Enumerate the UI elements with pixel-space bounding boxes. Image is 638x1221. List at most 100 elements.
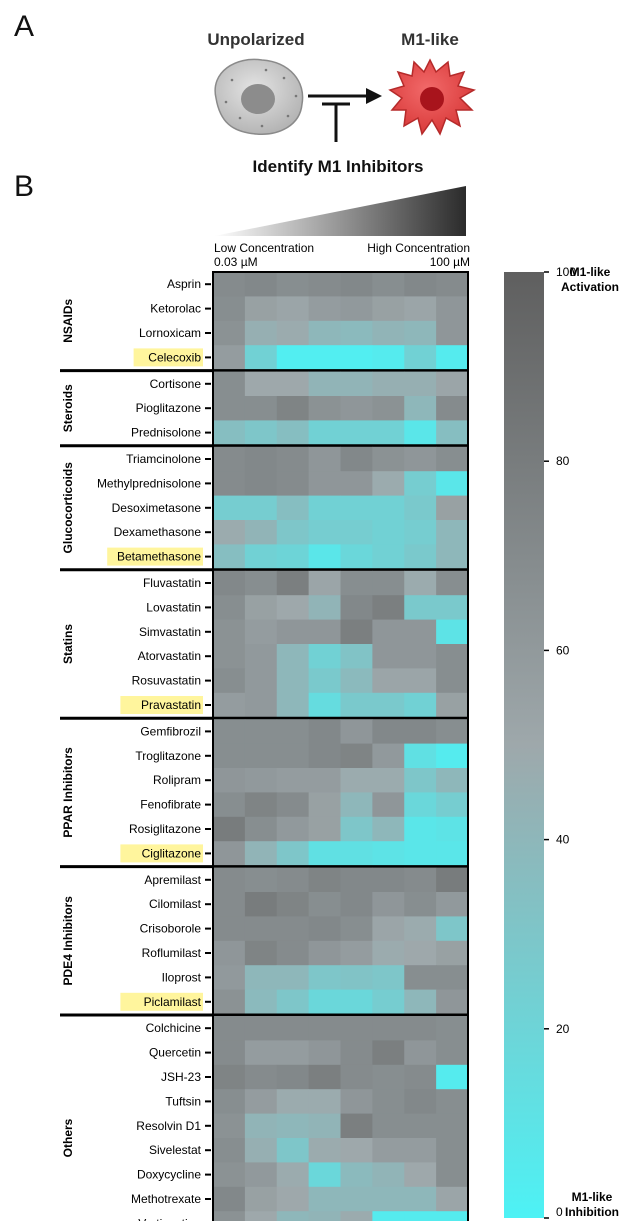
heatmap-cell	[404, 1211, 437, 1221]
heatmap-cell	[404, 816, 437, 842]
heatmap-cell	[436, 867, 469, 893]
heatmap-cell	[372, 345, 405, 370]
highlight-marker	[120, 844, 203, 863]
heatmap-cell	[404, 272, 437, 297]
group-label: Steroids	[61, 384, 75, 432]
identify-inhibitors-label: Identify M1 Inhibitors	[253, 157, 424, 176]
heatmap-cell	[244, 644, 278, 669]
heatmap-cell	[372, 743, 405, 769]
heatmap-cell	[276, 495, 310, 521]
row-label: Triamcinolone	[126, 452, 201, 466]
heatmap-cell	[213, 1211, 246, 1221]
heatmap-cell	[244, 989, 278, 1015]
heatmap-cell	[372, 816, 405, 842]
heatmap-cell	[340, 1186, 373, 1212]
heatmap-cell	[340, 272, 373, 297]
heatmap-cell	[404, 792, 437, 818]
row-label: Rolipram	[153, 773, 201, 787]
heatmap-cell	[308, 989, 341, 1015]
heatmap-cell	[372, 371, 405, 397]
heatmap-cell	[404, 1040, 437, 1066]
highlight-marker	[133, 348, 203, 367]
heatmap-cell	[213, 867, 246, 893]
heatmap-cell	[436, 544, 469, 570]
heatmap-cell	[404, 471, 437, 496]
heatmap-cell	[244, 471, 278, 496]
heatmap-cell	[276, 768, 310, 793]
heatmap-cell	[276, 841, 310, 866]
heatmap-cell	[436, 1162, 469, 1188]
heatmap-cell	[404, 1064, 437, 1090]
row-label: Rosuvastatin	[132, 674, 201, 688]
heatmap-cell	[308, 595, 341, 620]
heatmap-cell	[308, 1064, 341, 1090]
heatmap-cell	[308, 520, 341, 545]
heatmap-cell	[340, 768, 373, 793]
heatmap-cell	[244, 719, 278, 744]
heatmap-cell	[276, 743, 310, 769]
heatmap-cell	[244, 1138, 278, 1163]
row-label: Apremilast	[144, 873, 201, 887]
inhibition-bar-icon	[322, 102, 350, 142]
heatmap-cell	[213, 296, 246, 322]
heatmap-cell	[213, 1138, 246, 1163]
heatmap-cell	[308, 743, 341, 769]
heatmap-cell	[244, 570, 278, 596]
heatmap-cell	[276, 668, 310, 694]
heatmap-cell	[244, 446, 278, 472]
row-label: Dexamethasone	[114, 525, 202, 539]
row-label: Methotrexate	[131, 1192, 201, 1206]
heatmap-cell	[436, 916, 469, 942]
heatmap-cell	[372, 1186, 405, 1212]
heatmap-cell	[308, 816, 341, 842]
heatmap-cell	[340, 1089, 373, 1114]
heatmap-cell	[340, 495, 373, 521]
heatmap-cell	[308, 320, 341, 346]
heatmap-cell	[436, 1113, 469, 1139]
panel-a-label: A	[14, 10, 35, 43]
group-label: NSAIDs	[61, 298, 75, 342]
heatmap-cell	[436, 719, 469, 744]
heatmap-cell	[404, 396, 437, 421]
heatmap-cell	[308, 916, 341, 942]
heatmap-cell	[340, 446, 373, 472]
heatmap-cell	[372, 644, 405, 669]
heatmap-cell	[276, 320, 310, 346]
colorbar-top-label-2: Activation	[561, 280, 619, 294]
heatmap-cell	[340, 816, 373, 842]
row-label: Fluvastatin	[143, 576, 201, 590]
heatmap-cell	[372, 320, 405, 346]
row-label: Cortisone	[150, 377, 202, 391]
heatmap-border	[212, 271, 469, 1221]
heatmap-cell	[276, 570, 310, 596]
heatmap-cell	[372, 1162, 405, 1188]
heatmap-cell	[436, 420, 469, 446]
heatmap-cell	[372, 940, 405, 966]
heatmap-cell	[404, 940, 437, 966]
heatmap-cell	[372, 1064, 405, 1090]
heatmap-cell	[404, 1186, 437, 1212]
heatmap-cell	[404, 892, 437, 917]
heatmap-cell	[372, 544, 405, 570]
highlight-marker	[120, 696, 203, 714]
heatmap-cell	[276, 446, 310, 472]
heatmap-cell	[340, 719, 373, 744]
heatmap-cell	[244, 743, 278, 769]
low-concentration-value: 0.03 µM	[214, 255, 258, 269]
heatmap-cell	[308, 619, 341, 645]
high-concentration-label: High Concentration	[367, 241, 470, 255]
colorbar-tick-label: 0	[556, 1205, 563, 1219]
heatmap-cell	[213, 892, 246, 917]
heatmap-cell	[276, 1211, 310, 1221]
heatmap-cell	[213, 916, 246, 942]
heatmap-cell	[340, 989, 373, 1015]
heatmap-cell	[404, 692, 437, 718]
heatmap-cell	[213, 792, 246, 818]
schematic: Unpolarized M1-like Identify M1 Inh	[207, 30, 476, 176]
heatmap-cell	[340, 867, 373, 893]
heatmap-cell	[276, 471, 310, 496]
heatmap-cell	[213, 272, 246, 297]
heatmap-cell	[436, 940, 469, 966]
heatmap-cell	[404, 1016, 437, 1041]
heatmap-cell	[276, 1186, 310, 1212]
